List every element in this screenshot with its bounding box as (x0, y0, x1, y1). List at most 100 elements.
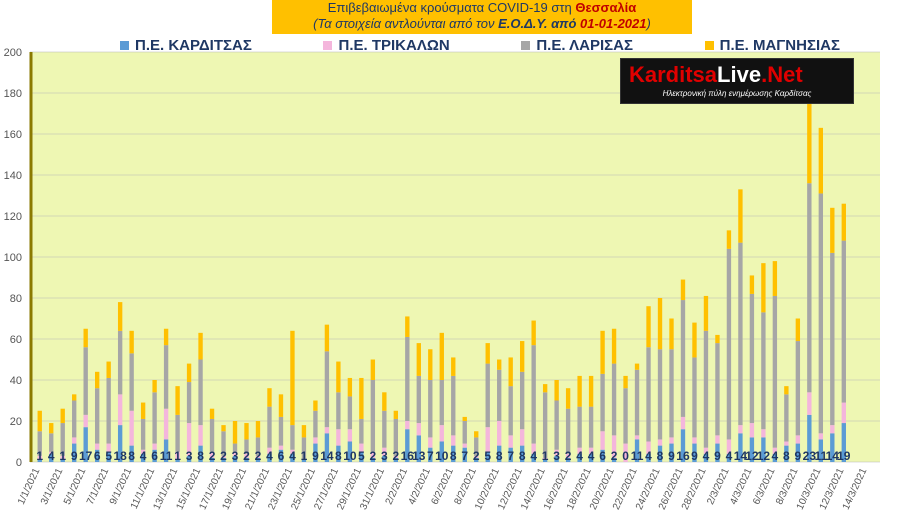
bar-segment (267, 453, 272, 462)
data-label: 8 (335, 449, 342, 463)
bar-segment (244, 453, 249, 458)
bar-segment (324, 324, 330, 352)
bar-segment (72, 443, 77, 462)
data-label: 2 (392, 449, 399, 463)
bar-segment (336, 392, 341, 430)
bar-segment (382, 455, 387, 462)
bar-segment (703, 447, 709, 454)
bar-segment (140, 402, 146, 419)
bar-segment (72, 394, 77, 401)
bar-segment (600, 431, 605, 450)
bar-segment (577, 375, 582, 407)
data-label: 4 (576, 449, 583, 463)
bar-segment (841, 423, 846, 462)
bar-segment (508, 447, 513, 462)
bar-segment (554, 400, 559, 450)
chart-title-banner: Επιβεβαιωμένα κρούσματα COVID-19 στη Θεσ… (272, 0, 692, 34)
bar-segment (152, 380, 157, 393)
bar-segment (715, 334, 720, 344)
bar-segment (428, 447, 433, 462)
bar-segment (60, 455, 65, 460)
bar-segment (588, 375, 594, 407)
data-label: 12 (757, 449, 771, 463)
data-label: 11 (814, 449, 827, 463)
bar-segment (519, 371, 525, 430)
bar-segment (255, 455, 261, 458)
y-tick-label: 0 (16, 457, 22, 469)
bar-segment (795, 443, 801, 462)
bar-segment (646, 441, 651, 454)
data-label: 4 (645, 449, 652, 463)
data-label: 2 (209, 449, 216, 463)
bar-segment (255, 421, 261, 438)
bar-segment (738, 425, 743, 434)
bar-segment (347, 396, 353, 430)
bar-segment (565, 457, 571, 462)
chart-legend: Π.Ε. ΚΑΡΔΙΤΣΑΣ Π.Ε. ΤΡΙΚΑΛΩΝ Π.Ε. ΛΑΡΙΣΑΣ Π… (120, 35, 840, 55)
title-line-1: Επιβεβαιωμένα κρούσματα COVID-19 στη Θεσ… (272, 0, 692, 16)
bar-segment (416, 343, 421, 376)
bar-segment (784, 386, 789, 395)
bar-segment (680, 300, 686, 417)
bar-segment (186, 382, 192, 424)
bar-segment (462, 416, 467, 421)
legend-entry: Π.Ε. ΚΑΡΔΙΤΣΑΣ (120, 35, 252, 55)
bar-segment (60, 408, 65, 424)
data-label: 1 (174, 449, 181, 463)
legend-label: Π.Ε. ΚΑΡΔΙΤΣΑΣ (135, 36, 252, 54)
bar-segment (370, 451, 376, 458)
data-label: 4 (726, 449, 733, 463)
bar-segment (600, 373, 605, 432)
data-label: 13 (412, 449, 426, 463)
data-label: 14 (734, 449, 748, 463)
bar-segment (244, 439, 249, 454)
legend-swatch (704, 40, 714, 50)
bar-segment (818, 433, 824, 440)
bar-segment (474, 437, 479, 456)
data-label: 2 (220, 449, 227, 463)
bar-segment (669, 318, 674, 350)
bar-segment (462, 447, 467, 462)
bar-segment (611, 363, 617, 436)
bar-segment (94, 443, 100, 450)
bar-segment (439, 380, 444, 426)
legend-label: Π.Ε. ΛΑΡΙΣΑΣ (536, 36, 633, 54)
bar-segment (83, 427, 88, 462)
bar-segment (290, 453, 295, 462)
bar-segment (807, 183, 812, 393)
bar-segment (485, 343, 490, 364)
bar-segment (611, 457, 617, 462)
data-label: 2 (611, 449, 618, 463)
bar-segment (600, 330, 605, 374)
y-tick-label: 20 (10, 416, 22, 428)
bar-segment (497, 369, 502, 421)
legend-label: Π.Ε. ΤΡΙΚΑΛΩΝ (338, 36, 450, 54)
bar-segment (818, 193, 824, 434)
bar-segment (37, 455, 42, 460)
bar-segment (382, 447, 387, 456)
bar-segment (244, 423, 249, 440)
bar-segment (554, 380, 559, 401)
data-label: 16 (676, 449, 690, 463)
data-label: 4 (48, 449, 55, 463)
y-tick-label: 140 (4, 170, 22, 182)
bar-segment (117, 302, 123, 331)
bar-segment (359, 377, 364, 419)
data-label: 7 (427, 449, 434, 463)
bar-segment (508, 435, 513, 448)
bar-segment (726, 453, 732, 462)
bar-segment (726, 248, 732, 440)
data-label: 1 (36, 449, 43, 463)
bar-segment (542, 459, 548, 462)
bar-segment (416, 375, 421, 424)
bar-segment (301, 459, 307, 462)
bar-segment (680, 416, 686, 430)
bar-segment (72, 400, 77, 438)
bar-segment (451, 435, 456, 446)
bar-segment (784, 394, 789, 442)
title-start-date: 01-01-2021 (580, 16, 647, 31)
bar-segment (634, 439, 640, 462)
data-label: 19 (837, 449, 851, 463)
bar-segment (623, 388, 628, 444)
bar-segment (290, 330, 295, 426)
